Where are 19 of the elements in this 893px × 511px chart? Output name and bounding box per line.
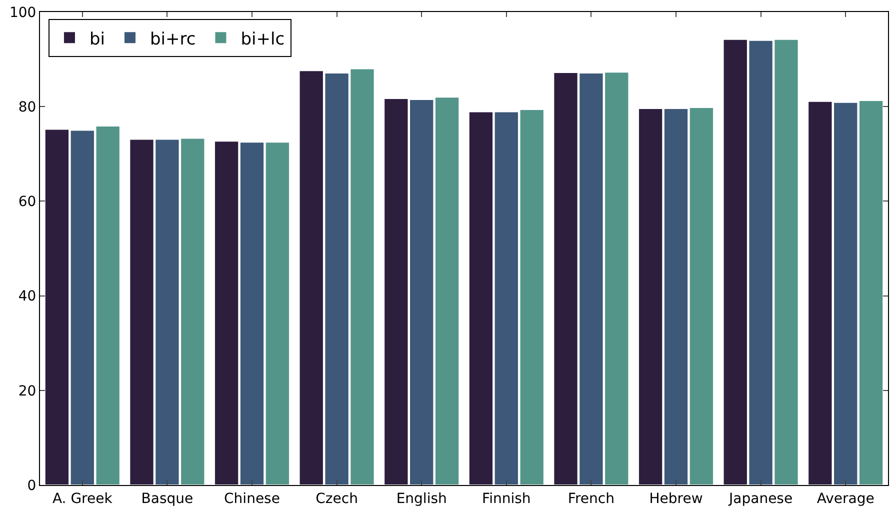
x-tick-label: Czech <box>316 490 358 507</box>
x-tick-label: Average <box>816 490 874 507</box>
x-tick-label: Japanese <box>728 490 793 507</box>
x-tick-label: English <box>396 490 447 507</box>
legend-label: bi <box>89 29 105 50</box>
y-tick-label: 0 <box>27 478 36 494</box>
x-tick-label: Chinese <box>224 490 280 507</box>
x-tick-label: Basque <box>141 490 194 507</box>
y-tick-label: 40 <box>18 288 36 305</box>
x-tick-label: French <box>568 490 614 507</box>
y-tick-label: 60 <box>18 194 36 210</box>
legend-label: bi+rc <box>150 29 196 50</box>
y-tick-label: 100 <box>9 4 36 21</box>
x-tick-label: A. Greek <box>52 490 114 507</box>
legend-label: bi+lc <box>240 29 285 50</box>
x-tick-label: Hebrew <box>649 490 703 507</box>
x-tick-label: Finnish <box>482 490 531 507</box>
y-tick-label: 20 <box>18 383 36 400</box>
y-tick-label: 80 <box>18 100 36 116</box>
